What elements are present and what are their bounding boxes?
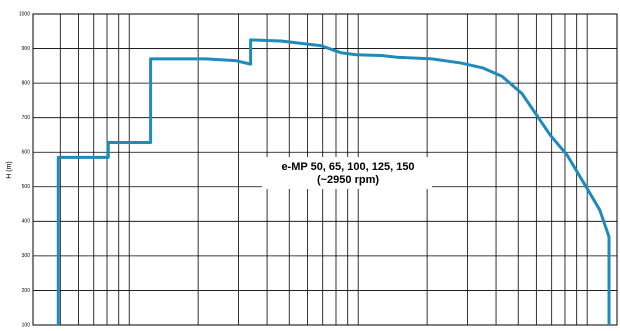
annotation-text: e-MP 50, 65, 100, 125, 150 [281, 161, 414, 173]
y-tick-label: 900 [22, 46, 31, 52]
y-tick-label: 200 [22, 288, 31, 294]
annotation: e-MP 50, 65, 100, 125, 150(~2950 rpm) [262, 157, 432, 189]
y-tick-label: 700 [22, 115, 31, 121]
curve [56, 38, 611, 325]
y-tick-label: 300 [22, 253, 31, 259]
annotation-background [262, 157, 432, 189]
y-tick-label: 1000 [19, 11, 30, 17]
y-tick-label: 800 [22, 80, 31, 86]
annotation-text: (~2950 rpm) [317, 174, 379, 186]
y-tick-label: 600 [22, 150, 31, 156]
y-tick-label: 100 [22, 322, 31, 328]
y-axis-label: H (m) [6, 161, 13, 179]
y-tick-label: 400 [22, 219, 31, 225]
y-tick-label: 500 [22, 184, 31, 190]
